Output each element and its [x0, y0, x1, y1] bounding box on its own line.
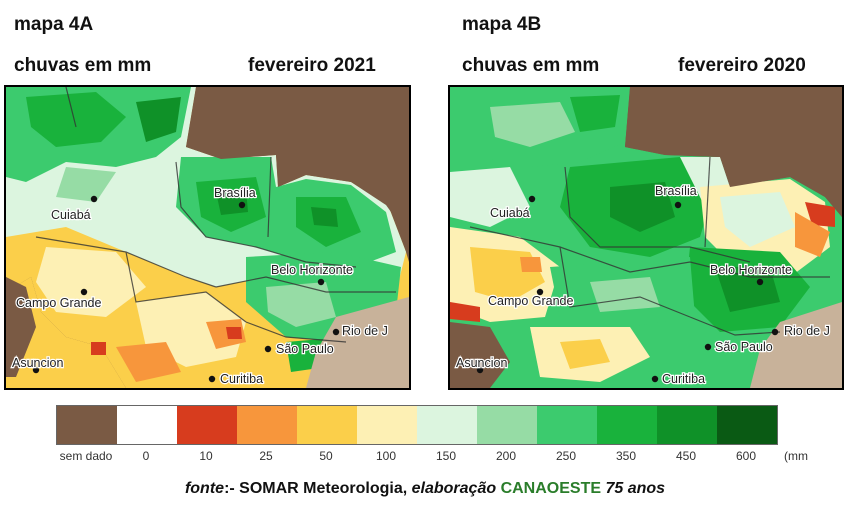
legend-swatch-7	[477, 406, 537, 444]
source-note: fonte:- SOMAR Meteorologia, elaboração C…	[0, 480, 850, 498]
legend-swatch-4	[297, 406, 357, 444]
map-b-title: mapa 4B	[462, 14, 542, 35]
city-brasilia-4a: Brasília	[214, 186, 256, 200]
city-asuncion-4a: Asuncion	[12, 356, 63, 370]
legend-label-7: 200	[495, 449, 517, 463]
legend-swatch-9	[597, 406, 657, 444]
map-b-subtitle: chuvas em mm	[462, 55, 600, 76]
city-sao-paulo-4a: São Paulo	[276, 342, 334, 356]
legend-swatch-3	[237, 406, 297, 444]
city-cuiaba-4b: Cuiabá	[490, 206, 530, 220]
legend-ticks: sem dado 0 10 25 50 100 150 200 250 350 450 600 (mm	[0, 449, 850, 465]
map-b-period: fevereiro 2020	[678, 55, 806, 76]
legend-swatch-2	[177, 406, 237, 444]
city-rio-4b: Rio de J	[784, 324, 830, 338]
city-curitiba-4b: Curitiba	[662, 372, 705, 386]
legend-label-2: 10	[199, 449, 213, 463]
city-campo-grande-4a: Campo Grande	[16, 296, 102, 310]
legend-label-8: 250	[555, 449, 577, 463]
color-legend	[56, 405, 778, 445]
city-campo-grande-4b: Campo Grande	[488, 294, 574, 308]
legend-swatch-5	[357, 406, 417, 444]
source-suffix: 75 anos	[601, 480, 666, 497]
legend-swatch-8	[537, 406, 597, 444]
legend-swatch-1	[117, 406, 177, 444]
source-text: :- SOMAR Meteorologia,	[224, 480, 412, 497]
source-brand: CANAOESTE	[500, 480, 602, 497]
legend-swatch-0	[57, 406, 117, 444]
city-rio-4a: Rio de J	[342, 324, 388, 338]
legend-swatch-10	[657, 406, 717, 444]
source-elaboracao: elaboração	[411, 480, 501, 497]
legend-label-10: 450	[675, 449, 697, 463]
legend-swatch-11	[717, 406, 777, 444]
legend-label-6: 150	[435, 449, 457, 463]
map-4b: Brasília Cuiabá Belo Horizonte Campo Gra…	[448, 85, 844, 390]
map-a-period: fevereiro 2021	[248, 55, 376, 76]
city-cuiaba-4a: Cuiabá	[51, 208, 91, 222]
city-belo-horizonte-4b: Belo Horizonte	[710, 263, 792, 277]
map-a-subtitle: chuvas em mm	[14, 55, 152, 76]
city-belo-horizonte-4a: Belo Horizonte	[271, 263, 353, 277]
city-brasilia-4b: Brasília	[655, 184, 697, 198]
map-a-title: mapa 4A	[14, 14, 94, 35]
legend-unit: (mm	[784, 449, 808, 463]
legend-label-5: 100	[375, 449, 397, 463]
city-sao-paulo-4b: São Paulo	[715, 340, 773, 354]
city-curitiba-4a: Curitiba	[220, 372, 263, 386]
legend-label-4: 50	[319, 449, 333, 463]
legend-label-1: 0	[142, 449, 150, 463]
legend-label-11: 600	[735, 449, 757, 463]
legend-label-0: sem dado	[59, 449, 113, 463]
legend-swatch-6	[417, 406, 477, 444]
source-fonte: fonte	[184, 480, 225, 497]
legend-label-3: 25	[259, 449, 273, 463]
legend-label-9: 350	[615, 449, 637, 463]
city-asuncion-4b: Asuncion	[456, 356, 507, 370]
map-4a: Brasília Cuiabá Belo Horizonte Campo Gra…	[4, 85, 411, 390]
